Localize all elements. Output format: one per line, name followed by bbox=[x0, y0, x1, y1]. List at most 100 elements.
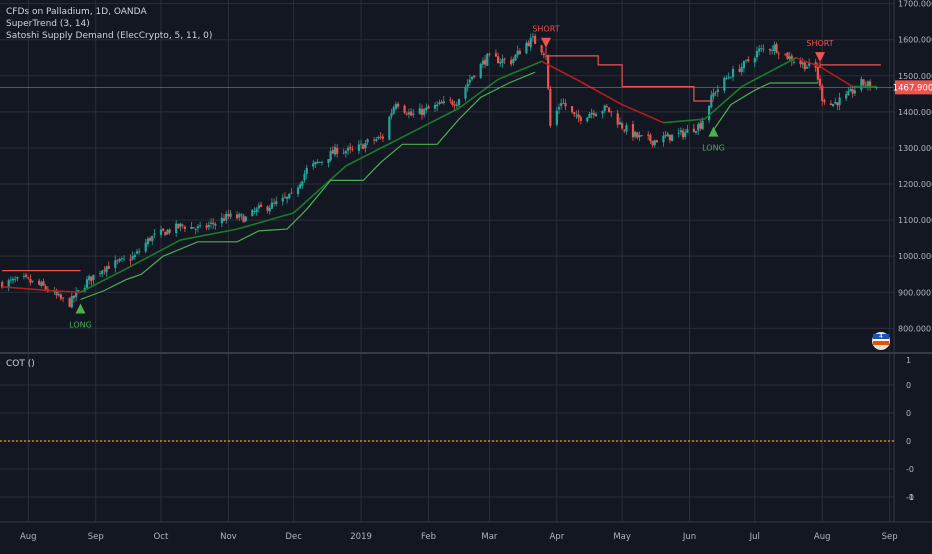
moving-average-segment bbox=[541, 60, 577, 81]
candle-body bbox=[847, 91, 850, 96]
long-arrow-icon bbox=[708, 126, 719, 137]
candle-body bbox=[808, 62, 811, 66]
moving-average-segment bbox=[741, 57, 797, 88]
supertrend-down-line bbox=[546, 55, 714, 102]
candle-body bbox=[153, 233, 156, 235]
candle-body bbox=[425, 107, 428, 110]
candle-body bbox=[453, 104, 456, 106]
moving-average-segment bbox=[47, 289, 81, 294]
candle-body bbox=[829, 103, 833, 106]
candle-body bbox=[436, 104, 439, 107]
candle-body bbox=[540, 45, 543, 53]
candle-body bbox=[175, 223, 178, 233]
moving-average-series bbox=[2, 56, 877, 294]
candle-body bbox=[405, 113, 408, 115]
candle-body bbox=[129, 259, 132, 261]
moving-average-segment bbox=[2, 286, 48, 292]
candle-body bbox=[457, 99, 461, 106]
cot-tick-label: -0 bbox=[906, 465, 914, 474]
candle-body bbox=[59, 294, 63, 299]
candle-body bbox=[388, 116, 391, 140]
candle-body bbox=[122, 258, 126, 260]
moving-average-segment bbox=[402, 107, 460, 138]
candle-body bbox=[549, 88, 552, 126]
candle-body bbox=[275, 201, 278, 205]
cot-tick-label: -0 bbox=[906, 493, 914, 502]
candle-body bbox=[747, 59, 750, 62]
candle-body bbox=[836, 102, 839, 106]
candle-body bbox=[716, 89, 719, 93]
price-axis[interactable]: 800.000 900.000 1000.000 1100.000 1200.000 13… bbox=[898, 0, 932, 333]
candle-body bbox=[501, 59, 504, 63]
symbol-title[interactable]: CFDs on Palladium, 1D, OANDA bbox=[6, 7, 147, 17]
candle-body bbox=[373, 139, 376, 141]
candle-body bbox=[7, 280, 10, 288]
short-arrow-icon bbox=[540, 37, 551, 48]
cot-axis[interactable]: 1000-0-0-1 bbox=[906, 356, 914, 502]
candle-body bbox=[148, 237, 152, 241]
supertrend-legend[interactable]: SuperTrend (3, 14) bbox=[6, 19, 90, 29]
candle-body bbox=[740, 66, 743, 73]
candle-body bbox=[468, 79, 471, 83]
time-axis[interactable]: Aug Sep Oct Nov Dec 2019 Feb Mar Apr May Jun Jul Aug… bbox=[20, 532, 898, 542]
candle-body bbox=[788, 56, 791, 60]
candle-body bbox=[316, 161, 319, 163]
time-tick-label: Feb bbox=[421, 532, 436, 542]
candle-body bbox=[179, 223, 182, 227]
supertrend-up-line bbox=[713, 82, 818, 131]
supply-demand-legend[interactable]: Satoshi Supply Demand (ElecCrypto, 5, 11… bbox=[6, 31, 213, 41]
candle-body bbox=[194, 228, 197, 230]
candle-body bbox=[455, 104, 458, 107]
candle-body bbox=[699, 123, 702, 129]
candle-body bbox=[1, 282, 4, 288]
candle-body bbox=[38, 280, 41, 285]
candle-body bbox=[497, 56, 500, 64]
candle-body bbox=[25, 274, 28, 277]
candle-body bbox=[758, 48, 761, 52]
candle-body bbox=[742, 61, 746, 69]
moving-average-segment bbox=[497, 60, 542, 81]
candle-body bbox=[205, 225, 208, 228]
candle-body bbox=[288, 193, 291, 199]
candle-body bbox=[723, 77, 726, 91]
candle-body bbox=[805, 66, 809, 69]
long-signal-label: LONG bbox=[702, 144, 725, 153]
candle-body bbox=[116, 260, 119, 262]
candle-body bbox=[286, 196, 289, 199]
candle-body bbox=[16, 277, 19, 279]
candle-body bbox=[88, 276, 91, 281]
candle-body bbox=[784, 53, 787, 55]
candle-body bbox=[594, 113, 598, 117]
candle-body bbox=[634, 131, 637, 137]
flag-icon[interactable]: 4 bbox=[872, 332, 890, 350]
candle-body bbox=[762, 48, 765, 50]
candle-body bbox=[731, 69, 735, 77]
candle-body bbox=[714, 92, 717, 94]
time-tick-label: Sep bbox=[882, 532, 898, 542]
price-tick-label: 900.000 bbox=[898, 288, 931, 297]
candle-body bbox=[610, 111, 613, 113]
candle-body bbox=[727, 76, 730, 78]
candle-body bbox=[270, 202, 273, 209]
candle-body bbox=[816, 67, 819, 80]
candle-body bbox=[162, 228, 165, 231]
candle-body bbox=[366, 139, 369, 143]
candle-body bbox=[85, 279, 89, 288]
time-tick-label: Nov bbox=[220, 532, 237, 542]
candle-body bbox=[61, 297, 65, 299]
candle-body bbox=[744, 59, 748, 61]
candle-body bbox=[494, 53, 498, 57]
price-tick-label: 1600.000 bbox=[898, 36, 932, 45]
candle-body bbox=[862, 79, 865, 85]
candle-body bbox=[214, 223, 217, 226]
cot-legend[interactable]: COT () bbox=[6, 359, 35, 369]
candle-body bbox=[133, 254, 136, 257]
candle-body bbox=[272, 202, 276, 204]
moving-average-segment bbox=[819, 66, 854, 88]
candle-body bbox=[564, 103, 567, 107]
candle-body bbox=[773, 44, 776, 52]
candle-body bbox=[27, 277, 30, 279]
price-tick-label: 1200.000 bbox=[898, 180, 932, 189]
